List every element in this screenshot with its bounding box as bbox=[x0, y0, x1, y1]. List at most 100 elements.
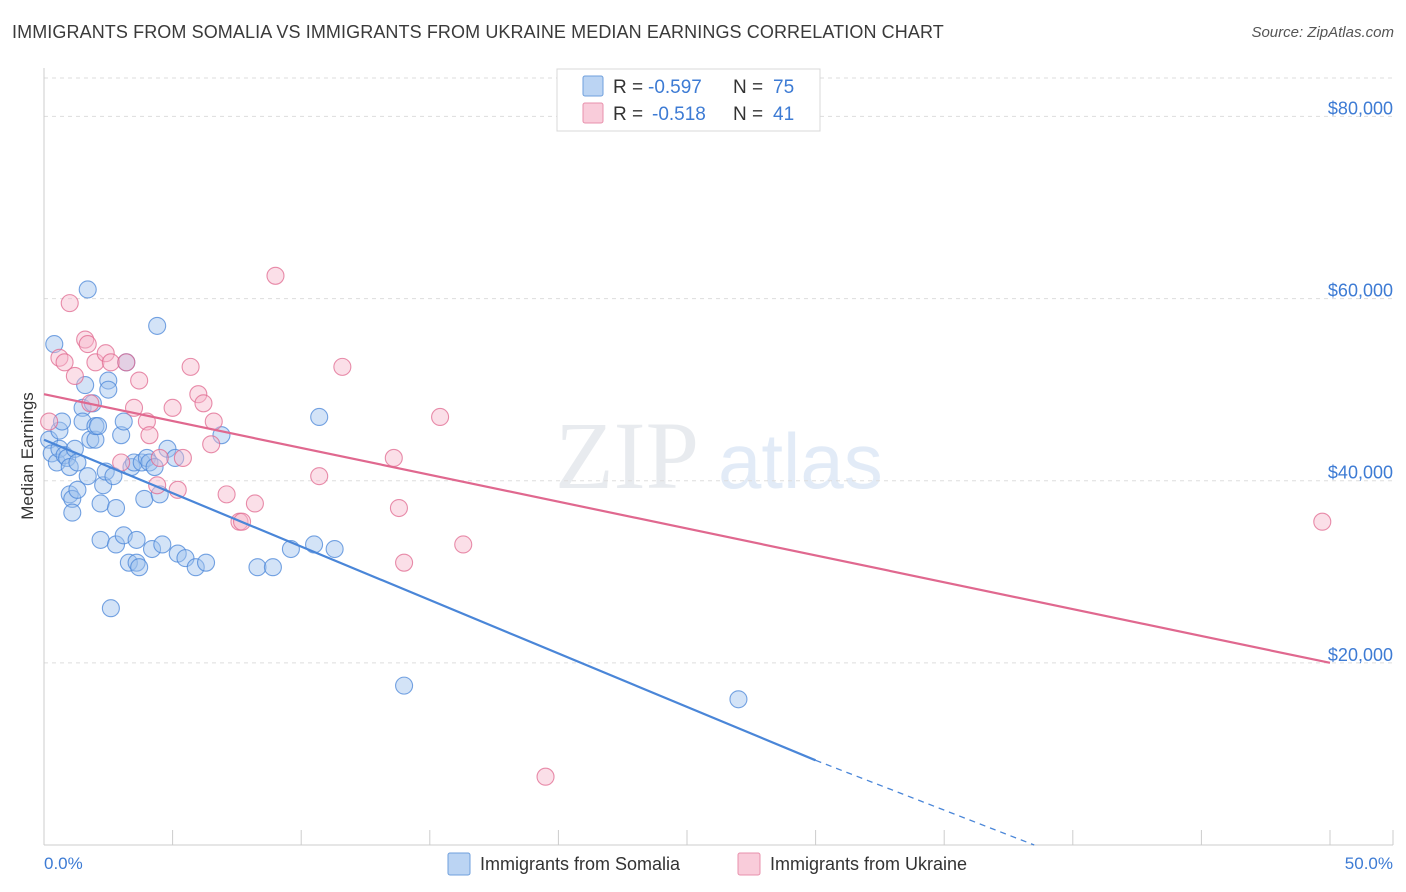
somalia-point bbox=[94, 476, 113, 495]
ukraine-point bbox=[117, 353, 136, 372]
ukraine-point bbox=[217, 485, 236, 504]
trendlines bbox=[43, 393, 1331, 846]
somalia-point bbox=[106, 535, 126, 554]
somalia-point bbox=[148, 316, 167, 335]
legend-r-value-ukraine: -0.518 bbox=[652, 104, 706, 125]
legend-swatch-ukraine bbox=[582, 102, 604, 124]
somalia-point bbox=[310, 407, 329, 427]
ukraine-point bbox=[536, 767, 555, 786]
watermark-atlas: atlas bbox=[718, 417, 883, 505]
legend-n-label-ukraine: N = bbox=[733, 104, 763, 125]
somalia-point bbox=[135, 489, 154, 508]
somalia-point bbox=[119, 553, 138, 572]
somalia-point bbox=[112, 426, 131, 445]
somalia-point bbox=[166, 448, 185, 467]
ukraine-point bbox=[65, 366, 84, 386]
somalia-point bbox=[263, 558, 282, 577]
legend-n-value-somalia: 75 bbox=[773, 77, 794, 98]
somalia-point bbox=[176, 549, 195, 568]
ukraine-point bbox=[310, 467, 329, 486]
ukraine-point bbox=[86, 353, 105, 372]
ukraine-point bbox=[140, 426, 159, 445]
somalia-point bbox=[248, 558, 267, 577]
bottom-legend-swatch-ukraine bbox=[737, 852, 761, 876]
ukraine-point bbox=[55, 353, 74, 372]
ukraine-point bbox=[202, 435, 221, 454]
source-credit: Source: ZipAtlas.com bbox=[1251, 24, 1394, 41]
somalia-point bbox=[395, 676, 414, 695]
somalia-point bbox=[52, 412, 72, 431]
legend-n-value-ukraine: 41 bbox=[773, 104, 794, 125]
legend-r-label-somalia: R = bbox=[613, 77, 643, 98]
somalia-point bbox=[78, 280, 97, 299]
watermark: ZIP atlas bbox=[555, 402, 883, 509]
somalia-point bbox=[186, 558, 205, 577]
ukraine-point bbox=[266, 266, 285, 285]
y-tick-label: $60,000 bbox=[1328, 281, 1393, 301]
bottom-legend-label-ukraine: Immigrants from Ukraine bbox=[770, 854, 967, 874]
ukraine-point bbox=[389, 498, 408, 518]
ukraine-point bbox=[101, 353, 120, 372]
ukraine-point bbox=[40, 412, 59, 431]
legend-r-value-somalia: -0.597 bbox=[648, 77, 702, 98]
x-tick-label-left: 0.0% bbox=[44, 854, 83, 873]
somalia-point bbox=[91, 530, 110, 549]
ukraine-point bbox=[245, 494, 264, 513]
y-tick-label: $40,000 bbox=[1328, 463, 1393, 483]
gridlines bbox=[44, 77, 1393, 664]
somalia-point bbox=[45, 335, 64, 354]
somalia-point bbox=[153, 535, 172, 554]
somalia-point bbox=[158, 439, 177, 458]
somalia-point bbox=[729, 690, 748, 709]
ukraine-point bbox=[431, 407, 450, 427]
chart-title: IMMIGRANTS FROM SOMALIA VS IMMIGRANTS FR… bbox=[12, 22, 944, 42]
somalia-point bbox=[114, 412, 133, 431]
ukraine-point bbox=[1313, 512, 1332, 531]
legend-swatch-somalia bbox=[582, 75, 604, 97]
trendline-ukraine bbox=[43, 393, 1331, 664]
somalia-point bbox=[142, 539, 162, 559]
somalia-point bbox=[63, 489, 82, 508]
ukraine-point bbox=[163, 398, 182, 417]
ukraine-point bbox=[395, 553, 414, 572]
series-legend: Immigrants from Somalia Immigrants from … bbox=[447, 852, 967, 876]
bottom-legend-label-somalia: Immigrants from Somalia bbox=[480, 854, 681, 874]
somalia-point bbox=[99, 380, 118, 399]
ukraine-point bbox=[130, 371, 149, 390]
somalia-point bbox=[81, 430, 100, 449]
somalia-point bbox=[106, 498, 126, 518]
ukraine-point bbox=[384, 448, 403, 467]
somalia-point bbox=[63, 503, 82, 522]
stats-legend: R = -0.597 N = 75 R = -0.518 N = 41 bbox=[556, 68, 821, 132]
somalia-point bbox=[68, 480, 87, 499]
ukraine-point bbox=[60, 294, 79, 313]
series-ukraine-points bbox=[40, 266, 1332, 786]
somalia-point bbox=[101, 599, 120, 618]
x-axis-ticks bbox=[43, 830, 1394, 845]
trendline-somalia bbox=[43, 438, 817, 762]
ukraine-point bbox=[189, 385, 208, 404]
y-tick-label: $80,000 bbox=[1328, 98, 1393, 118]
somalia-point bbox=[78, 467, 97, 486]
somalia-point bbox=[99, 371, 118, 390]
y-axis-label: Median Earnings bbox=[18, 392, 37, 520]
ukraine-point bbox=[181, 357, 200, 376]
trendline-somalia-extension bbox=[815, 759, 1035, 846]
series-somalia-points bbox=[40, 280, 748, 709]
somalia-point bbox=[145, 458, 164, 477]
ukraine-point bbox=[333, 357, 352, 376]
legend-r-label-ukraine: R = bbox=[613, 104, 643, 125]
ukraine-point bbox=[173, 448, 192, 467]
somalia-point bbox=[196, 553, 216, 572]
somalia-point bbox=[88, 417, 108, 436]
somalia-point bbox=[91, 494, 110, 513]
ukraine-point bbox=[150, 448, 169, 467]
ukraine-point bbox=[78, 335, 97, 354]
legend-n-label-somalia: N = bbox=[733, 77, 763, 98]
watermark-zip: ZIP bbox=[555, 402, 699, 509]
ukraine-point bbox=[194, 394, 213, 413]
ukraine-point bbox=[96, 344, 115, 363]
y-axis-tick-labels: $20,000 $40,000 $60,000 $80,000 bbox=[1328, 98, 1393, 664]
x-tick-label-right: 50.0% bbox=[1345, 854, 1393, 873]
somalia-point bbox=[86, 430, 105, 449]
